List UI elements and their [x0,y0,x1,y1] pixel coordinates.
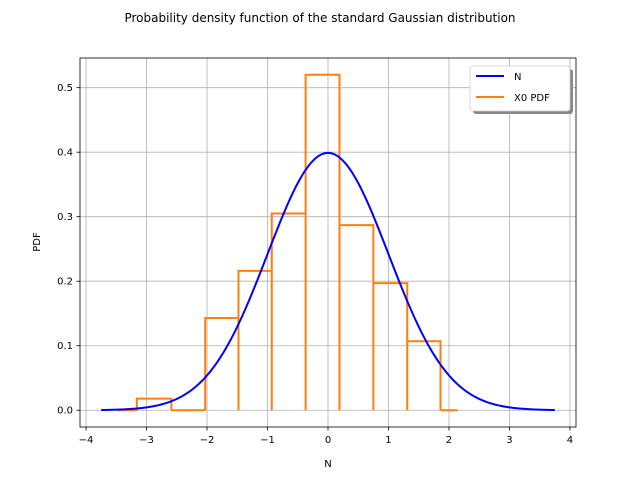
y-axis-ticks: 0.0 0.1 0.2 0.3 0.4 0.5 [57,83,80,417]
histogram-series [117,73,458,412]
legend: N X0 PDF [469,65,573,114]
x-tick-label: 4 [567,435,573,446]
y-tick-label: 0.4 [57,148,73,159]
chart-title: Probability density function of the stan… [124,11,515,25]
x-tick-label: −1 [260,435,275,446]
x-axis-ticks: −4 −3 −2 −1 0 1 2 3 4 [79,427,573,446]
y-tick-label: 0.1 [57,341,73,352]
legend-label-n: N [514,72,521,83]
x-axis-label: N [324,459,331,470]
legend-box [469,65,571,112]
x-tick-label: 2 [446,435,452,446]
x-tick-label: 1 [385,435,391,446]
series-histogram-x0-pdf [117,73,458,412]
y-tick-label: 0.5 [57,83,73,94]
x-tick-label: 3 [506,435,512,446]
x-tick-label: 0 [325,435,331,446]
x-tick-label: −2 [200,435,215,446]
x-tick-label: −4 [79,435,94,446]
y-tick-label: 0.3 [57,212,73,223]
y-axis-label: PDF [32,232,43,252]
y-tick-label: 0.0 [57,406,73,417]
legend-label-x0-pdf: X0 PDF [514,93,550,104]
series-line-n [101,151,555,411]
y-tick-label: 0.2 [57,277,73,288]
gaussian-curve-series [101,151,555,411]
x-tick-label: −3 [139,435,154,446]
